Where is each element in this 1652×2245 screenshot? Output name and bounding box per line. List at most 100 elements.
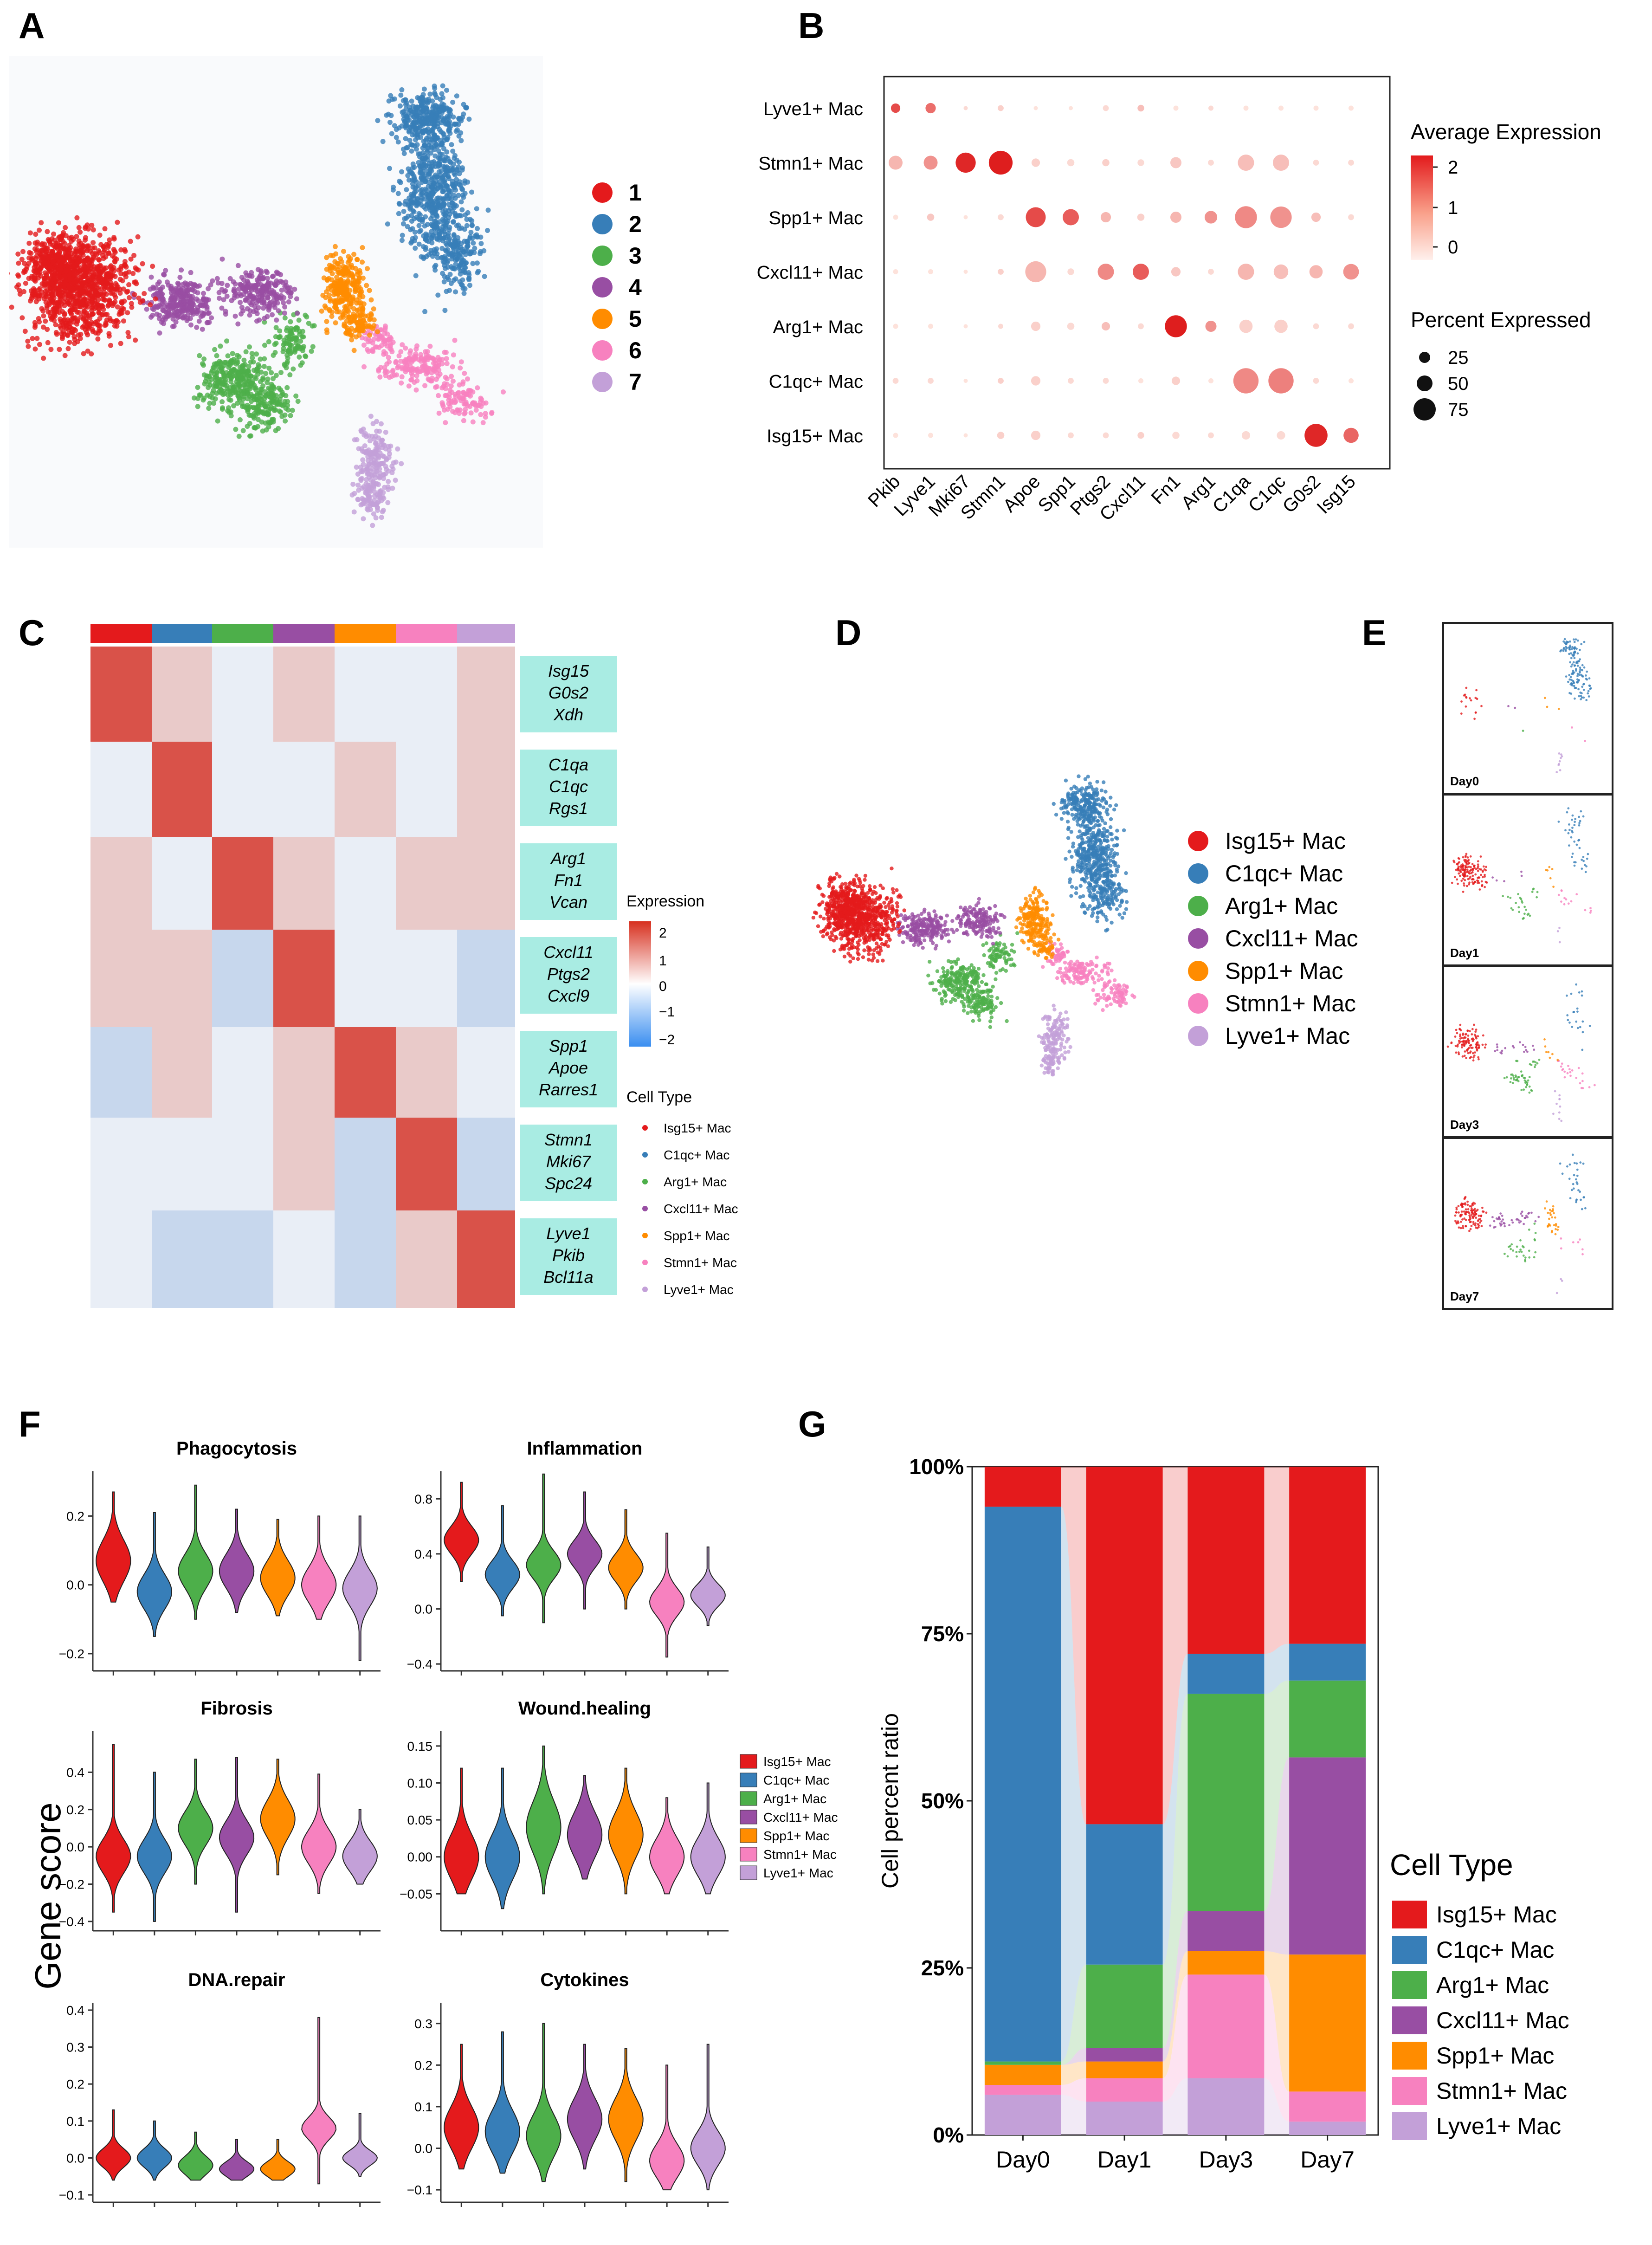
umap-point bbox=[44, 305, 50, 311]
dotplot-dot bbox=[1233, 368, 1259, 394]
umap-point bbox=[52, 277, 58, 282]
marker-gene-name: Bcl11a bbox=[543, 1268, 593, 1287]
umap-point bbox=[448, 383, 454, 389]
umap-point bbox=[246, 376, 252, 382]
umap-point bbox=[450, 364, 455, 369]
umap-point bbox=[116, 267, 122, 273]
umap-point bbox=[994, 970, 999, 975]
umap-point bbox=[949, 978, 953, 983]
umap-point bbox=[485, 228, 490, 233]
dotplot-dots bbox=[889, 103, 1359, 447]
umap-point bbox=[417, 369, 423, 375]
umap-point bbox=[268, 280, 273, 286]
umap-point bbox=[265, 412, 271, 418]
umap-point bbox=[388, 113, 394, 118]
umap-point bbox=[197, 353, 202, 358]
umap-point bbox=[919, 912, 923, 916]
umap-point bbox=[347, 258, 352, 263]
umap-point bbox=[977, 1018, 981, 1022]
dotplot-dot bbox=[1238, 155, 1254, 171]
umap-point bbox=[84, 256, 90, 261]
umap-point bbox=[218, 343, 223, 349]
umap-point bbox=[257, 395, 262, 401]
umap-point bbox=[254, 369, 259, 374]
umap-point bbox=[444, 87, 449, 93]
avg-tick-label: 2 bbox=[1448, 157, 1458, 178]
dotplot-dot bbox=[1171, 267, 1181, 277]
umap-point bbox=[371, 323, 377, 329]
cluster-legend-swatch bbox=[592, 277, 613, 298]
umap-point bbox=[209, 369, 214, 375]
umap-point bbox=[41, 313, 46, 319]
umap-point bbox=[441, 146, 446, 151]
dotplot-dot bbox=[893, 433, 898, 438]
umap-point bbox=[458, 262, 463, 267]
umap-point bbox=[26, 343, 31, 349]
umap-point bbox=[89, 351, 94, 356]
umap-point bbox=[403, 102, 408, 107]
dotplot-dot bbox=[1273, 264, 1289, 279]
dotplot-dot bbox=[1304, 424, 1328, 447]
umap-point bbox=[45, 229, 50, 234]
umap-point bbox=[68, 245, 73, 251]
umap-point bbox=[126, 334, 131, 340]
umap-point bbox=[373, 344, 378, 350]
umap-point bbox=[269, 399, 274, 404]
umap-point bbox=[973, 1005, 977, 1009]
umap-point bbox=[278, 409, 284, 415]
umap-point bbox=[230, 351, 235, 356]
umap-point bbox=[112, 250, 118, 255]
dotplot-dot bbox=[1205, 321, 1217, 332]
umap-point bbox=[455, 127, 460, 133]
umap-point bbox=[259, 294, 265, 299]
umap-point bbox=[421, 244, 426, 249]
umap-point bbox=[994, 977, 998, 982]
umap-point bbox=[78, 285, 84, 290]
umap-point bbox=[433, 263, 439, 268]
umap-point bbox=[228, 360, 233, 366]
umap-point bbox=[953, 989, 957, 993]
umap-point bbox=[403, 345, 408, 351]
umap-point bbox=[451, 204, 456, 209]
umap-point bbox=[398, 349, 404, 355]
umap-point bbox=[456, 133, 462, 139]
umap-point bbox=[452, 153, 458, 158]
umap-point bbox=[436, 149, 442, 154]
umap-point bbox=[472, 246, 478, 251]
heatmap-block bbox=[335, 837, 396, 930]
umap-point bbox=[986, 994, 990, 998]
umap-point bbox=[442, 308, 448, 313]
umap-point bbox=[43, 289, 48, 294]
umap-point bbox=[424, 110, 429, 116]
umap-point bbox=[50, 265, 55, 271]
umap-point bbox=[132, 292, 137, 298]
umap-point bbox=[449, 165, 454, 171]
umap-point bbox=[266, 307, 271, 313]
expression-ticks: 210−1−2 bbox=[659, 925, 675, 1048]
umap-point bbox=[913, 930, 917, 935]
expression-colorbar bbox=[629, 921, 651, 1047]
umap-point bbox=[367, 288, 372, 293]
umap-point bbox=[49, 298, 54, 304]
umap-point bbox=[219, 305, 225, 311]
heatmap-block bbox=[457, 647, 515, 742]
umap-point bbox=[946, 969, 950, 973]
umap-point bbox=[126, 282, 132, 287]
umap-point bbox=[159, 297, 165, 302]
umap-point bbox=[93, 330, 98, 336]
umap-point bbox=[258, 270, 264, 276]
umap-point bbox=[228, 413, 234, 419]
umap-point bbox=[961, 965, 965, 969]
umap-point bbox=[232, 295, 237, 301]
dotplot-row-label: C1qc+ Mac bbox=[769, 372, 863, 392]
cluster-legend-swatch bbox=[592, 372, 613, 392]
umap-point bbox=[972, 981, 976, 985]
dotplot-dot bbox=[1173, 105, 1179, 111]
umap-point bbox=[43, 299, 49, 305]
umap-point bbox=[922, 938, 927, 943]
umap-point bbox=[358, 319, 364, 324]
umap-point bbox=[957, 969, 962, 973]
umap-point bbox=[211, 401, 217, 406]
umap-point bbox=[188, 300, 194, 306]
umap-point bbox=[937, 991, 942, 996]
